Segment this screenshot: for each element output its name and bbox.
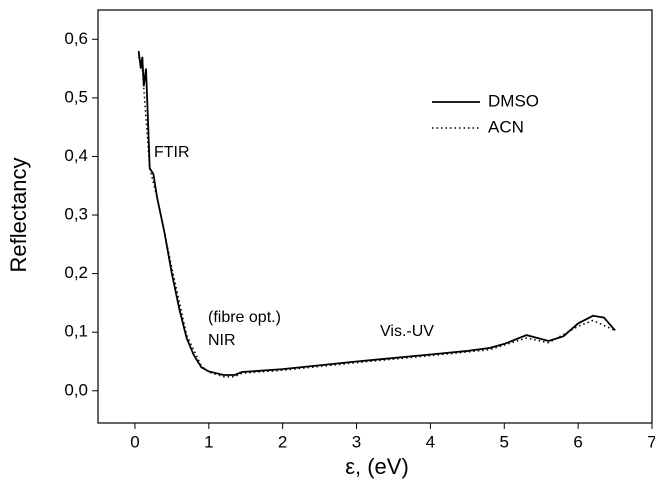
data-line [137,56,616,378]
y-tick-label: 0,4 [64,146,88,165]
y-axis-title: Reflectancy [6,158,31,273]
x-tick-label: 4 [426,432,435,451]
legend-label: ACN [488,117,524,136]
x-tick-label: 2 [278,432,287,451]
y-tick-label: 0,2 [64,263,88,282]
y-tick-label: 0,0 [64,380,88,399]
plot-frame [97,9,653,424]
x-tick-label: 3 [352,432,361,451]
annotation: (fibre opt.) [208,309,281,326]
y-tick-label: 0,5 [64,87,88,106]
annotation: FTIR [154,144,190,161]
x-tick-label: 1 [204,432,213,451]
x-tick-label: 0 [130,432,139,451]
annotation: Vis.-UV [380,323,434,340]
y-tick-label: 0,1 [64,322,88,341]
annotation: NIR [208,332,236,349]
y-tick-label: 0,3 [64,205,88,224]
x-tick-label: 6 [573,432,582,451]
x-tick-label: 7 [647,432,655,451]
data-line [137,50,616,376]
legend-label: DMSO [488,91,539,110]
x-tick-label: 5 [500,432,509,451]
y-tick-label: 0,6 [64,29,88,48]
x-axis-title: ε, (eV) [345,454,409,479]
